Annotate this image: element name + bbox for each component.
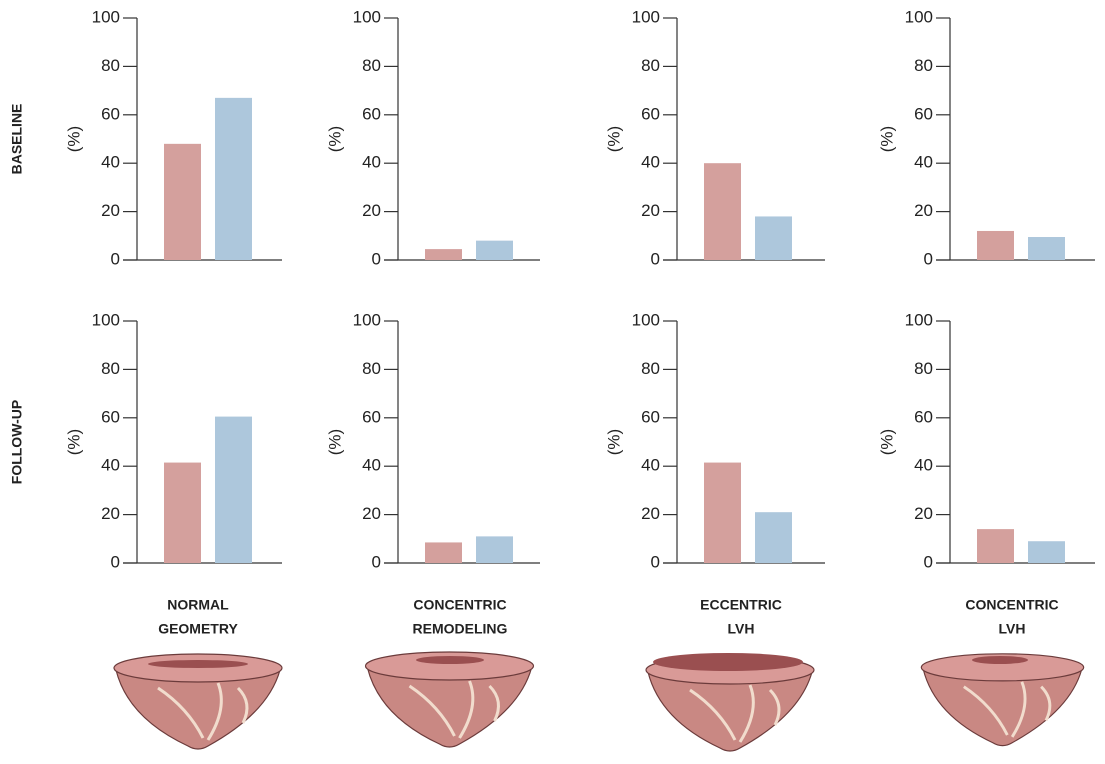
y-tick-label: 40 bbox=[914, 153, 933, 172]
y-tick-label: 80 bbox=[101, 56, 120, 75]
y-tick-label: 100 bbox=[353, 7, 381, 26]
y-tick-label: 60 bbox=[362, 104, 381, 123]
figure: BASELINE FOLLOW-UP NORMAL GEOMETRY CONCENTRI… bbox=[0, 0, 1105, 764]
y-tick-label: 60 bbox=[641, 104, 660, 123]
bar bbox=[425, 542, 462, 563]
y-tick-label: 100 bbox=[632, 7, 660, 26]
bar bbox=[704, 163, 741, 260]
y-tick-label: 20 bbox=[914, 201, 933, 220]
y-axis-label: (%) bbox=[877, 429, 896, 455]
y-axis-label: (%) bbox=[604, 429, 623, 455]
y-axis-label: (%) bbox=[64, 429, 83, 455]
y-tick-label: 40 bbox=[362, 153, 381, 172]
y-tick-label: 40 bbox=[914, 456, 933, 475]
bar bbox=[977, 231, 1014, 260]
column-label: LVH bbox=[728, 621, 755, 637]
y-tick-label: 60 bbox=[914, 104, 933, 123]
y-axis-label: (%) bbox=[604, 126, 623, 152]
y-tick-label: 20 bbox=[914, 504, 933, 523]
y-axis-label: (%) bbox=[877, 126, 896, 152]
y-tick-label: 100 bbox=[92, 310, 120, 329]
bar bbox=[704, 463, 741, 563]
y-tick-label: 0 bbox=[372, 249, 381, 268]
y-tick-label: 80 bbox=[101, 359, 120, 378]
y-tick-label: 100 bbox=[905, 7, 933, 26]
y-tick-label: 0 bbox=[924, 249, 933, 268]
bar bbox=[215, 417, 252, 563]
row-label: FOLLOW-UP bbox=[9, 400, 25, 484]
bar bbox=[164, 144, 201, 260]
bar bbox=[476, 536, 513, 563]
column-label: REMODELING bbox=[413, 621, 508, 637]
column-label: ECCENTRIC bbox=[700, 597, 782, 613]
y-tick-label: 40 bbox=[641, 153, 660, 172]
y-tick-label: 0 bbox=[651, 552, 660, 571]
y-tick-label: 100 bbox=[92, 7, 120, 26]
bar bbox=[1028, 541, 1065, 563]
bar bbox=[755, 216, 792, 260]
y-tick-label: 0 bbox=[651, 249, 660, 268]
y-tick-label: 40 bbox=[101, 456, 120, 475]
bar bbox=[755, 512, 792, 563]
y-tick-label: 60 bbox=[101, 104, 120, 123]
bar bbox=[476, 241, 513, 260]
y-tick-label: 20 bbox=[641, 201, 660, 220]
y-tick-label: 40 bbox=[101, 153, 120, 172]
bar bbox=[977, 529, 1014, 563]
column-label: LVH bbox=[999, 621, 1026, 637]
heart-concentric-lvh bbox=[921, 654, 1083, 746]
y-tick-label: 60 bbox=[101, 407, 120, 426]
y-tick-label: 100 bbox=[353, 310, 381, 329]
y-tick-label: 100 bbox=[632, 310, 660, 329]
y-tick-label: 80 bbox=[641, 359, 660, 378]
cavity bbox=[972, 656, 1028, 664]
heart-normal bbox=[114, 654, 282, 749]
y-tick-label: 80 bbox=[362, 359, 381, 378]
y-tick-label: 20 bbox=[641, 504, 660, 523]
y-tick-label: 0 bbox=[372, 552, 381, 571]
cavity bbox=[653, 653, 803, 671]
bar bbox=[164, 463, 201, 563]
heart-concentric-remodeling bbox=[366, 652, 534, 747]
y-tick-label: 0 bbox=[111, 552, 120, 571]
y-tick-label: 80 bbox=[914, 56, 933, 75]
y-tick-label: 40 bbox=[362, 456, 381, 475]
bar bbox=[425, 249, 462, 260]
y-tick-label: 80 bbox=[914, 359, 933, 378]
y-tick-label: 100 bbox=[905, 310, 933, 329]
y-tick-label: 20 bbox=[101, 504, 120, 523]
column-label: NORMAL bbox=[167, 597, 229, 613]
y-tick-label: 40 bbox=[641, 456, 660, 475]
y-tick-label: 0 bbox=[924, 552, 933, 571]
y-tick-label: 80 bbox=[362, 56, 381, 75]
y-axis-label: (%) bbox=[325, 429, 344, 455]
y-tick-label: 20 bbox=[101, 201, 120, 220]
bar bbox=[1028, 237, 1065, 260]
bar bbox=[215, 98, 252, 260]
y-tick-label: 60 bbox=[362, 407, 381, 426]
column-label: CONCENTRIC bbox=[965, 597, 1058, 613]
y-tick-label: 60 bbox=[914, 407, 933, 426]
column-label: GEOMETRY bbox=[158, 621, 238, 637]
y-tick-label: 20 bbox=[362, 201, 381, 220]
row-label: BASELINE bbox=[9, 104, 25, 175]
y-axis-label: (%) bbox=[64, 126, 83, 152]
y-tick-label: 20 bbox=[362, 504, 381, 523]
heart-illustrations bbox=[114, 652, 1084, 751]
cavity bbox=[416, 656, 484, 664]
y-axis-label: (%) bbox=[325, 126, 344, 152]
y-tick-label: 0 bbox=[111, 249, 120, 268]
y-tick-label: 60 bbox=[641, 407, 660, 426]
column-label: CONCENTRIC bbox=[413, 597, 506, 613]
cavity bbox=[148, 660, 248, 668]
y-tick-label: 80 bbox=[641, 56, 660, 75]
